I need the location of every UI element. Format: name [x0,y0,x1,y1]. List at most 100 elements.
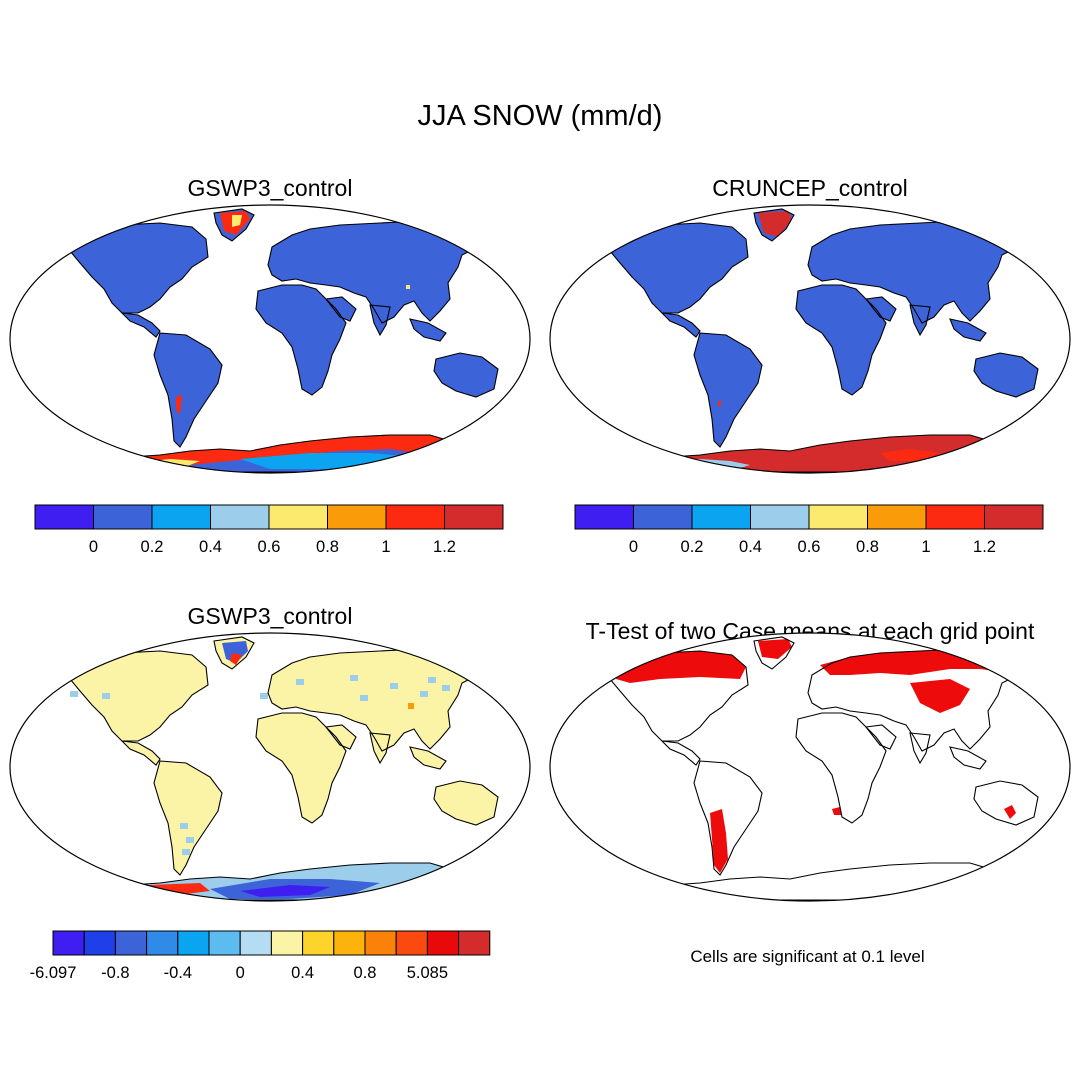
coastline [909,732,931,765]
coastline [753,636,795,670]
coastline [807,220,1021,324]
land-centralAmerica [122,741,160,765]
coastline [949,318,987,342]
colorbar-tick-label: -0.4 [164,964,192,982]
colorbar-swatch [93,504,153,530]
colorbar-swatch [208,930,241,956]
colorbar-swatch [34,504,94,530]
colorbar-swatch [444,504,504,530]
coastline [949,746,987,770]
coastline [409,318,447,342]
coastline [864,724,897,750]
land-eurasia [808,221,1020,323]
land-northAmerica [610,223,748,313]
significant-cells-central-asia [910,679,970,713]
diff-negative-cell [70,691,78,697]
coastline [864,296,897,322]
colorbar-tick-label: 0 [89,538,98,556]
greenland-high-snow [758,211,792,237]
colorbar-swatch [574,504,634,530]
diff-negative-cell [296,679,304,685]
land-seAsia [950,319,986,341]
colorbar-swatch [633,504,693,530]
colorbar-swatch [239,930,272,956]
colorbar-swatch [210,504,270,530]
colorbar-swatch [385,504,445,530]
coastline [255,284,347,396]
coastline [693,760,763,876]
coastline [69,650,209,742]
coastline [369,304,391,337]
antarctica-yellow [650,463,710,471]
coastline [120,740,161,766]
diff-negative-cell [186,837,194,843]
colorbar-swatch [426,930,460,956]
colorbar-swatch [327,504,387,530]
land-southAmerica [694,333,762,447]
colorbar-swatch [925,504,985,530]
land-centralAmerica [662,313,700,337]
coastline [409,746,447,770]
panel-title-line1: GSWP3_control [187,603,353,629]
land-australia [434,781,498,825]
coastline [909,304,931,337]
colorbar-tick-label: 1 [381,538,390,556]
coastline [369,732,391,765]
map-border [9,204,531,474]
tibet-snow [406,285,410,289]
land-eurasia [268,221,480,323]
map-panel-cruncep [549,204,1071,474]
coastline [795,284,887,396]
coastline [267,220,481,324]
antarctica-coast-snow [106,435,456,467]
colorbar-tick-label: 0.4 [739,538,762,556]
diff-negative-cell [260,693,268,699]
significant-cells-greenland [758,639,792,659]
map-panel-gswp3 [9,204,531,474]
colorbar-tick-label: 0 [629,538,638,556]
diff-negative-cell [182,849,190,855]
coastline [120,312,161,338]
colorbar-top-cruncep: 0 0.2 0.4 0.6 0.8 1 1.2 [574,504,1044,556]
coastline [324,296,357,322]
colorbar-tick-label: 0.8 [354,964,377,982]
colorbar-swatch [177,930,210,956]
land-africa [796,285,886,395]
diff-negative-cell [102,693,110,699]
land-centralAmerica [122,313,160,337]
map-border [549,632,1071,902]
diff-negative-cell [360,695,368,701]
colorbar-top-gswp3: 0 0.2 0.4 0.6 0.8 1 1.2 [34,504,504,556]
diff-negative-cell [180,823,188,829]
colorbar-swatch [151,504,211,530]
greenland-mid-snow [232,215,242,227]
significant-cells-africa [832,807,842,815]
land-northAmerica [70,223,208,313]
antarctica-strong-decrease [240,885,330,897]
land-africa [256,713,346,823]
coastline [69,222,209,314]
map-panel-difference [9,632,531,902]
coastline [153,332,223,448]
coastline [213,636,255,670]
colorbar-tick-label: 0.4 [199,538,222,556]
colorbar-swatch [395,930,428,956]
panel-title-line1: CRUNCEP_control [712,175,908,201]
coastline [153,760,223,876]
colorbar-swatch [808,504,868,530]
colorbar-swatch [146,930,179,956]
coastline [660,740,701,766]
map-border [549,204,1071,474]
coastline [644,862,997,901]
coastline [267,648,481,752]
land-southAmerica [154,761,222,875]
map-panel-ttest [549,632,1071,902]
colorbar-tick-label: -0.8 [101,964,129,982]
coastline [609,222,749,314]
coastline [324,724,357,750]
colorbar-swatch [867,504,927,530]
colorbar-tick-label: 0 [236,964,245,982]
colorbar-tick-label: 0.4 [291,964,314,982]
colorbar-swatch [52,930,85,956]
